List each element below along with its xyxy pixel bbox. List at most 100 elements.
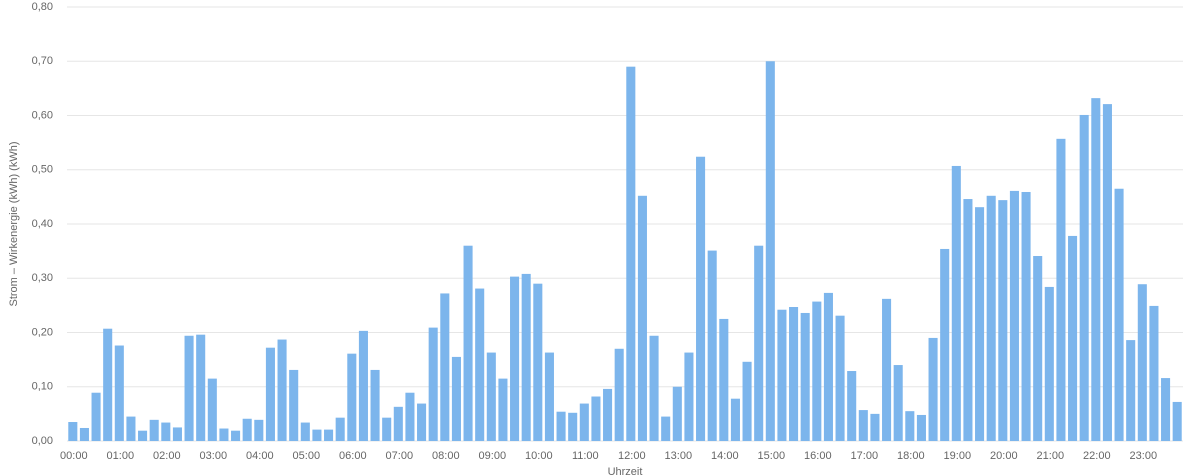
bar xyxy=(161,422,171,441)
bar xyxy=(126,416,136,441)
bar xyxy=(370,369,380,441)
bar xyxy=(382,417,392,441)
bar xyxy=(440,293,450,441)
bar xyxy=(742,361,752,441)
bar xyxy=(882,298,892,441)
bar xyxy=(1102,104,1112,442)
x-tick-label: 05:00 xyxy=(293,450,321,462)
bar xyxy=(184,335,194,441)
bar xyxy=(300,422,310,441)
bar xyxy=(312,429,322,441)
bar xyxy=(661,416,671,441)
x-tick-label: 21:00 xyxy=(1037,450,1065,462)
x-tick-label: 01:00 xyxy=(107,450,135,462)
y-tick-label: 0,00 xyxy=(32,435,53,447)
bar xyxy=(405,392,415,441)
bar xyxy=(428,327,438,441)
bar xyxy=(940,248,950,441)
bar xyxy=(277,339,287,441)
x-tick-label: 18:00 xyxy=(897,450,925,462)
bar xyxy=(556,411,566,441)
bar xyxy=(265,347,275,441)
x-tick-label: 14:00 xyxy=(711,450,739,462)
x-tick-label: 11:00 xyxy=(572,450,599,462)
bar xyxy=(242,418,252,441)
y-tick-label: 0,40 xyxy=(32,218,53,230)
x-tick-label: 03:00 xyxy=(200,450,228,462)
bar xyxy=(1161,378,1171,441)
y-tick-label: 0,80 xyxy=(32,1,53,13)
bar xyxy=(777,309,787,441)
bar xyxy=(68,422,78,441)
x-tick-label: 16:00 xyxy=(804,450,832,462)
x-axis-label: Uhrzeit xyxy=(608,466,643,476)
x-tick-label: 13:00 xyxy=(665,450,693,462)
bar xyxy=(975,207,985,441)
y-tick-label: 0,60 xyxy=(32,109,53,121)
bar xyxy=(719,318,729,441)
y-tick-label: 0,20 xyxy=(32,326,53,338)
bar xyxy=(533,283,543,441)
bar xyxy=(696,156,706,442)
bar xyxy=(475,288,485,441)
x-tick-label: 08:00 xyxy=(432,450,460,462)
bar xyxy=(231,430,241,441)
bar xyxy=(207,378,217,441)
bar xyxy=(916,414,926,441)
bar xyxy=(451,356,461,441)
bar xyxy=(1056,138,1066,441)
bar xyxy=(951,165,961,441)
y-tick-label: 0,30 xyxy=(32,272,53,284)
bar xyxy=(114,345,124,441)
bar xyxy=(219,428,229,441)
bar xyxy=(544,352,554,441)
bar xyxy=(335,417,345,441)
bar xyxy=(172,427,182,441)
y-tick-label: 0,50 xyxy=(32,164,53,176)
bar xyxy=(1068,235,1078,441)
bar xyxy=(823,292,833,441)
x-tick-label: 17:00 xyxy=(851,450,879,462)
bar xyxy=(417,403,427,441)
bar xyxy=(498,378,508,441)
bar xyxy=(672,386,682,441)
bar xyxy=(765,61,775,441)
bar xyxy=(986,195,996,441)
bar xyxy=(463,245,473,441)
bar xyxy=(626,66,636,442)
bar xyxy=(1172,401,1182,441)
bar xyxy=(79,427,89,441)
x-tick-label: 07:00 xyxy=(386,450,414,462)
x-tick-label: 02:00 xyxy=(153,450,181,462)
x-tick-label: 19:00 xyxy=(944,450,972,462)
x-tick-label: 20:00 xyxy=(990,450,1018,462)
bar xyxy=(835,315,845,441)
bar xyxy=(358,330,368,441)
x-tick-label: 23:00 xyxy=(1130,450,1158,462)
bar xyxy=(603,388,613,441)
bar xyxy=(928,337,938,441)
bar xyxy=(196,334,206,441)
bar xyxy=(1137,284,1147,441)
bar xyxy=(254,419,264,441)
bar xyxy=(730,398,740,441)
bar xyxy=(812,301,822,441)
bar xyxy=(1149,305,1159,441)
x-tick-label: 04:00 xyxy=(246,450,274,462)
bar xyxy=(568,412,578,441)
bar xyxy=(521,273,531,441)
bar xyxy=(998,200,1008,441)
bar xyxy=(789,307,799,441)
x-tick-label: 22:00 xyxy=(1083,450,1111,462)
bar xyxy=(138,430,148,441)
bar xyxy=(870,413,880,441)
bar xyxy=(1091,98,1101,441)
bar xyxy=(289,369,299,441)
bar xyxy=(1079,114,1089,442)
x-tick-label: 09:00 xyxy=(479,450,507,462)
x-tick-label: 06:00 xyxy=(339,450,367,462)
bar xyxy=(1021,191,1031,441)
x-tick-label: 15:00 xyxy=(758,450,786,462)
bar xyxy=(1126,340,1136,441)
